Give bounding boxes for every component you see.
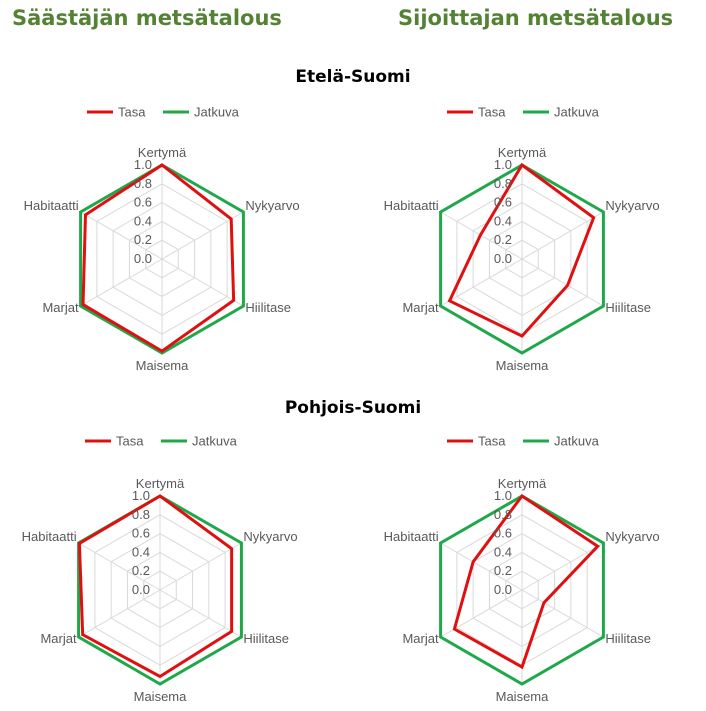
axis-label-hiilitase: Hiilitase xyxy=(605,300,651,315)
axis-label-hiilitase: Hiilitase xyxy=(245,300,291,315)
tick-label: 0.8 xyxy=(494,176,512,191)
spoke-line xyxy=(521,258,604,307)
right-column-title: Sijoittajan metsätalous xyxy=(398,6,674,30)
spoke-line xyxy=(159,542,242,591)
region-title-south: Etelä-Suomi xyxy=(295,67,411,87)
spoke-line xyxy=(159,589,242,638)
left-column-title: Säästäjän metsätalous xyxy=(12,6,282,30)
tick-label: 0.8 xyxy=(134,176,152,191)
tick-label: 0.0 xyxy=(134,251,152,266)
tick-label: 0.2 xyxy=(494,563,512,578)
spoke-line xyxy=(440,589,523,638)
spoke-line xyxy=(440,258,523,307)
series-tasa-line xyxy=(81,163,236,353)
tick-label: 0.2 xyxy=(132,563,150,578)
legend-label-jatkuva: Jatkuva xyxy=(192,434,238,449)
tick-label: 0.4 xyxy=(134,213,152,228)
tick-label: 0.4 xyxy=(494,213,512,228)
legend-label-jatkuva: Jatkuva xyxy=(554,105,600,120)
axis-label-habitaatti: Habitaatti xyxy=(24,198,79,213)
axis-label-maisema: Maisema xyxy=(496,358,550,373)
series-jatkuva-line xyxy=(79,163,245,355)
spoke-line xyxy=(161,258,244,307)
legend-label-tasa: Tasa xyxy=(116,434,144,449)
legend-label-tasa: Tasa xyxy=(478,105,506,120)
tick-label: 0.6 xyxy=(494,195,512,210)
tick-label: 1.0 xyxy=(494,488,512,503)
axis-label-nykyarvo: Nykyarvo xyxy=(243,529,297,544)
spoke-line xyxy=(521,589,604,638)
tick-label: 0.8 xyxy=(132,507,150,522)
tick-label: 0.0 xyxy=(494,251,512,266)
tick-label: 0.0 xyxy=(494,582,512,597)
tick-label: 0.2 xyxy=(134,232,152,247)
spoke-line xyxy=(78,542,161,591)
region-title-north: Pohjois-Suomi xyxy=(284,398,422,418)
axis-label-nykyarvo: Nykyarvo xyxy=(245,198,299,213)
series-tasa-line xyxy=(77,494,234,679)
tick-label: 1.0 xyxy=(494,157,512,172)
spoke-line xyxy=(521,542,604,591)
tick-label: 0.4 xyxy=(132,544,150,559)
axis-label-kertymä: Kertymä xyxy=(136,476,185,491)
spoke-line xyxy=(440,542,523,591)
axis-label-habitaatti: Habitaatti xyxy=(384,529,439,544)
axis-label-marjat: Marjat xyxy=(402,300,439,315)
spoke-line xyxy=(78,589,161,638)
tick-label: 0.2 xyxy=(494,232,512,247)
axis-label-maisema: Maisema xyxy=(136,358,190,373)
tick-label: 0.6 xyxy=(134,195,152,210)
axis-label-hiilitase: Hiilitase xyxy=(243,631,289,646)
axis-label-marjat: Marjat xyxy=(40,631,77,646)
tick-label: 1.0 xyxy=(134,157,152,172)
axis-label-maisema: Maisema xyxy=(134,689,188,704)
axis-label-habitaatti: Habitaatti xyxy=(384,198,439,213)
axis-label-maisema: Maisema xyxy=(496,689,550,704)
tick-label: 1.0 xyxy=(132,488,150,503)
axis-label-marjat: Marjat xyxy=(402,631,439,646)
tick-label: 0.6 xyxy=(132,526,150,541)
spoke-line xyxy=(80,258,163,307)
axis-label-kertymä: Kertymä xyxy=(498,476,547,491)
legend-label-tasa: Tasa xyxy=(478,434,506,449)
axis-label-marjat: Marjat xyxy=(42,300,79,315)
spoke-line xyxy=(80,211,163,260)
legend-label-jatkuva: Jatkuva xyxy=(554,434,600,449)
axis-label-kertymä: Kertymä xyxy=(138,145,187,160)
tick-label: 0.8 xyxy=(494,507,512,522)
axis-label-nykyarvo: Nykyarvo xyxy=(605,198,659,213)
axis-label-kertymä: Kertymä xyxy=(498,145,547,160)
series-jatkuva-line xyxy=(439,494,605,686)
axis-label-hiilitase: Hiilitase xyxy=(605,631,651,646)
tick-label: 0.6 xyxy=(494,526,512,541)
legend-label-jatkuva: Jatkuva xyxy=(194,105,240,120)
series-jatkuva-line xyxy=(439,163,605,355)
legend-label-tasa: Tasa xyxy=(118,105,146,120)
tick-label: 0.4 xyxy=(494,544,512,559)
tick-label: 0.0 xyxy=(132,582,150,597)
axis-label-nykyarvo: Nykyarvo xyxy=(605,529,659,544)
series-tasa-line xyxy=(447,162,596,338)
axis-label-habitaatti: Habitaatti xyxy=(22,529,77,544)
spoke-line xyxy=(521,211,604,260)
series-tasa-line xyxy=(452,493,601,670)
